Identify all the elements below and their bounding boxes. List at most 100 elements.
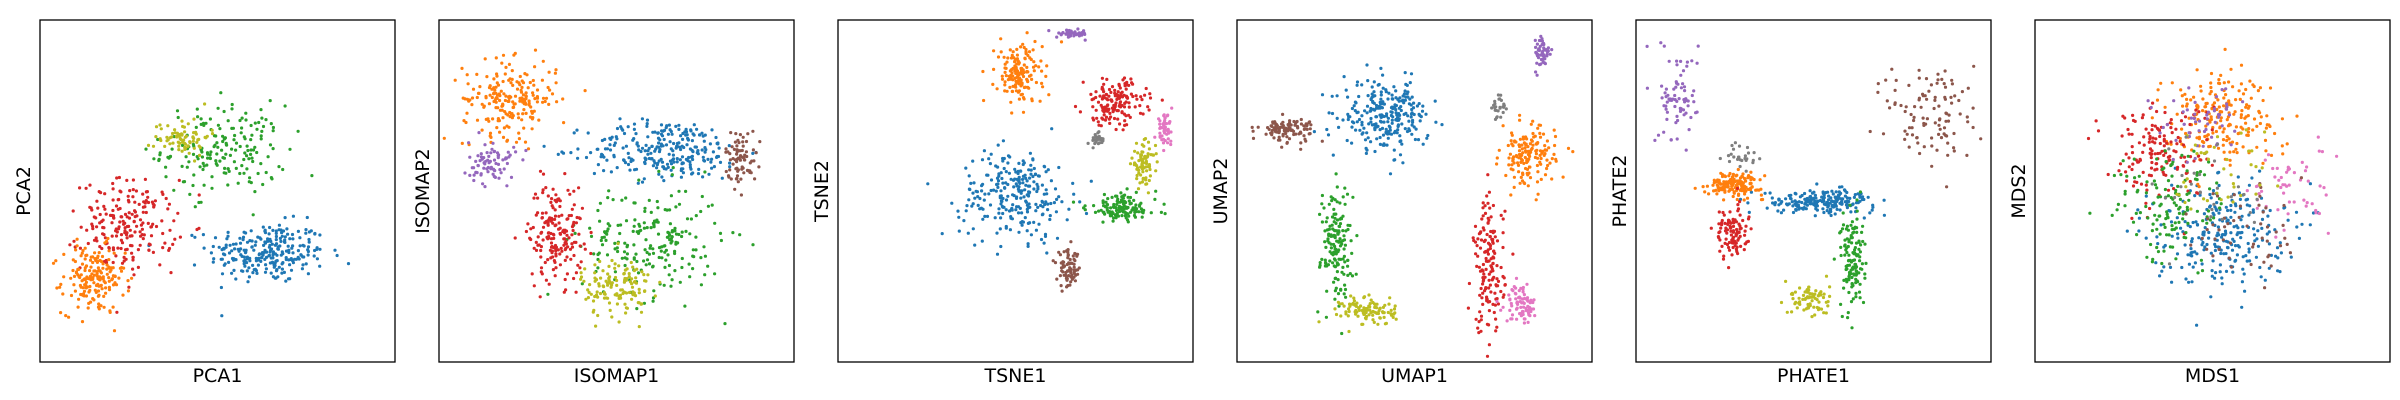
scatter-point-olive xyxy=(639,310,644,314)
scatter-point-orange xyxy=(1000,74,1004,78)
scatter-point-red xyxy=(1730,253,1734,257)
scatter-point-orange xyxy=(1740,174,1744,178)
scatter-point-green xyxy=(1153,197,1157,201)
scatter-point-green xyxy=(1349,239,1353,243)
scatter-point-olive xyxy=(619,288,623,292)
scatter-point-olive xyxy=(1148,174,1152,178)
scatter-point-purple xyxy=(477,131,481,135)
scatter-point-olive xyxy=(617,264,621,268)
scatter-point-orange xyxy=(1015,53,1020,57)
scatter-point-brown xyxy=(1059,284,1063,288)
scatter-point-olive xyxy=(1144,161,1149,166)
scatter-point-green xyxy=(245,154,249,158)
scatter-point-green xyxy=(680,265,684,270)
scatter-point-brown xyxy=(1273,122,1278,126)
scatter-point-green xyxy=(1852,273,1856,277)
scatter-point-blue xyxy=(231,242,235,246)
scatter-point-brown xyxy=(734,132,738,136)
scatter-point-blue xyxy=(1001,196,1005,201)
scatter-point-blue xyxy=(643,149,647,153)
scatter-point-blue xyxy=(243,251,248,255)
scatter-point-blue xyxy=(688,163,692,167)
scatter-point-olive xyxy=(646,273,650,277)
scatter-point-green xyxy=(210,175,214,179)
scatter-point-blue xyxy=(712,165,717,169)
scatter-point-purple xyxy=(1534,50,1538,55)
scatter-point-orange xyxy=(1495,156,1499,160)
scatter-point-orange xyxy=(108,270,112,274)
scatter-point-green xyxy=(657,246,662,250)
scatter-point-brown xyxy=(1893,88,1897,92)
scatter-point-red xyxy=(554,200,559,204)
scatter-point-green xyxy=(1330,223,1334,227)
scatter-point-blue xyxy=(711,150,716,154)
scatter-point-green xyxy=(1332,280,1336,284)
scatter-point-red xyxy=(111,246,115,250)
scatter-point-blue xyxy=(1025,229,1029,233)
scatter-point-red xyxy=(1486,241,1491,245)
scatter-point-blue xyxy=(569,151,573,155)
scatter-point-green xyxy=(240,116,244,120)
scatter-point-orange xyxy=(104,291,108,295)
scatter-point-blue xyxy=(1008,155,1012,159)
scatter-points xyxy=(51,91,351,333)
scatter-point-red xyxy=(541,172,546,176)
scatter-point-blue xyxy=(701,175,705,179)
scatter-point-blue xyxy=(1820,195,1824,199)
scatter-point-orange xyxy=(1017,61,1021,65)
scatter-point-red xyxy=(1741,218,1745,223)
scatter-point-blue xyxy=(1346,95,1350,99)
scatter-point-red xyxy=(111,208,115,213)
scatter-point-green xyxy=(230,102,234,107)
scatter-point-brown xyxy=(1287,137,1292,141)
scatter-point-red xyxy=(141,237,145,241)
scatter-point-red xyxy=(99,191,103,195)
scatter-point-red xyxy=(98,212,102,217)
scatter-point-red xyxy=(1118,86,1122,90)
scatter-point-blue xyxy=(1373,149,1377,154)
scatter-point-olive xyxy=(1351,301,1355,305)
scatter-point-brown xyxy=(1280,145,1284,149)
scatter-point-blue xyxy=(212,257,216,261)
scatter-point-green xyxy=(1134,203,1138,207)
scatter-point-olive xyxy=(1340,302,1344,306)
scatter-point-orange xyxy=(110,277,114,281)
scatter-point-orange xyxy=(1548,161,1552,165)
scatter-point-blue xyxy=(1406,90,1410,94)
scatter-point-orange xyxy=(1759,193,1763,197)
scatter-point-blue xyxy=(300,267,304,271)
scatter-point-blue xyxy=(265,239,269,243)
scatter-point-green xyxy=(1334,286,1338,290)
scatter-point-red xyxy=(558,252,562,256)
scatter-point-pink xyxy=(1510,304,1514,308)
scatter-point-orange xyxy=(1741,183,1745,187)
scatter-point-red xyxy=(133,200,137,204)
scatter-point-red xyxy=(553,274,557,278)
scatter-point-green xyxy=(1855,230,1859,234)
scatter-point-orange xyxy=(1032,60,1036,64)
scatter-point-blue xyxy=(542,144,546,148)
scatter-point-green xyxy=(660,256,664,260)
scatter-point-brown xyxy=(1281,134,1285,138)
scatter-point-orange xyxy=(1716,184,1720,189)
scatter-point-red xyxy=(572,240,577,244)
scatter-point-blue xyxy=(661,144,665,148)
scatter-point-red xyxy=(536,211,540,215)
scatter-point-red xyxy=(1129,92,1133,96)
scatter-point-purple xyxy=(492,149,497,153)
scatter-point-green xyxy=(667,273,671,277)
scatter-point-green xyxy=(223,166,227,170)
scatter-point-green xyxy=(670,173,674,177)
scatter-point-blue xyxy=(967,187,972,191)
scatter-point-orange xyxy=(1034,80,1038,85)
scatter-point-blue xyxy=(728,161,732,165)
scatter-point-blue xyxy=(710,166,714,170)
scatter-point-orange xyxy=(1717,178,1721,182)
scatter-point-blue xyxy=(1818,198,1822,203)
scatter-point-brown xyxy=(748,170,752,174)
scatter-point-orange xyxy=(1027,50,1032,54)
scatter-point-blue xyxy=(211,260,215,264)
scatter-point-orange xyxy=(1529,122,1533,126)
scatter-point-brown xyxy=(1965,153,1969,157)
scatter-point-blue xyxy=(996,143,1000,147)
